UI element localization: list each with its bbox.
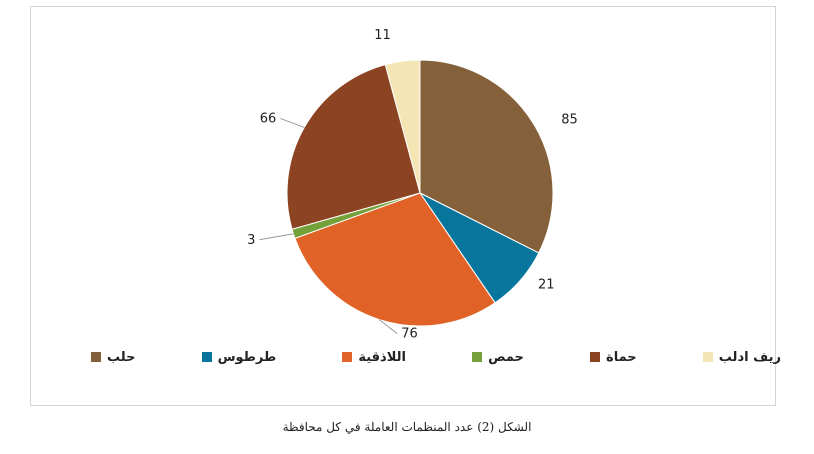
chart-frame: 85 21 76 3 66 11 حلب طرطوس اللاذقية حمص حماة ريف ا… (30, 6, 781, 406)
legend-label: طرطوس (217, 349, 277, 365)
data-label: 76 (401, 327, 418, 342)
pie-slice (384, 59, 421, 194)
label-leader-line (280, 117, 305, 128)
label-leader-line (259, 233, 294, 241)
label-leader-line (378, 319, 398, 334)
legend-label: اللاذقية (358, 349, 406, 365)
legend-item: ريف ادلب (702, 349, 781, 365)
data-label: 85 (561, 112, 578, 127)
legend-item: حلب (91, 350, 135, 365)
data-label: 11 (374, 28, 391, 43)
legend-swatch (590, 352, 601, 362)
legend-item: اللاذقية (342, 350, 406, 365)
legend-item: طرطوس (201, 349, 277, 365)
pie-slice (294, 192, 496, 327)
legend-swatch (201, 352, 212, 362)
figure-caption: الشكل (2) عدد المنظمات العاملة في كل محا… (282, 420, 532, 434)
data-label: 21 (538, 278, 555, 293)
legend-label: حلب (107, 349, 136, 365)
data-label: 66 (260, 111, 277, 126)
legend-swatch (472, 352, 483, 362)
legend-item: حماة (590, 350, 637, 365)
pie-slice (419, 59, 554, 254)
pie-chart: 85 21 76 3 66 11 (247, 28, 578, 342)
legend-swatch (702, 352, 713, 362)
legend-swatch (342, 352, 353, 362)
legend-label: حماة (606, 349, 637, 365)
legend-label: ريف ادلب (718, 349, 781, 365)
legend-swatch (91, 352, 101, 362)
chart-legend: حلب طرطوس اللاذقية حمص حماة ريف ادلب (91, 346, 781, 368)
data-label: 3 (247, 233, 255, 248)
legend-item: حمص (472, 350, 524, 365)
legend-label: حمص (488, 349, 524, 365)
